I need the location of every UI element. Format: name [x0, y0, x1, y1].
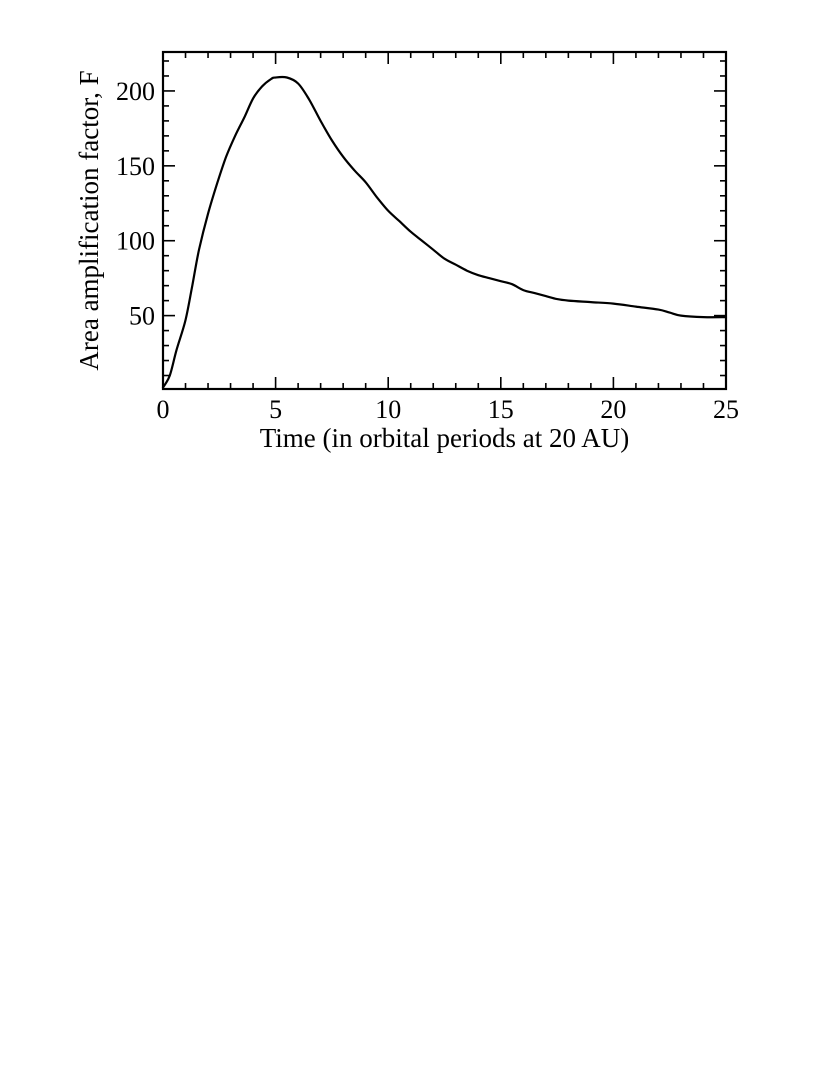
y-tick-label: 100: [116, 227, 155, 256]
x-tick-label: 20: [600, 395, 626, 424]
y-tick-label: 50: [129, 302, 155, 331]
x-tick-label: 0: [157, 395, 170, 424]
x-tick-label: 10: [375, 395, 401, 424]
y-tick-label: 200: [116, 77, 155, 106]
tick-marks: [162, 52, 727, 389]
series-line: [161, 75, 728, 389]
x-tick-label: 5: [269, 395, 282, 424]
x-tick-label: 15: [488, 395, 514, 424]
y-tick-label: 150: [116, 152, 155, 181]
tick-labels: 0 5 10 15 20 25 50 100 150 200: [116, 77, 739, 424]
x-axis-label: Time (in orbital periods at 20 AU): [260, 423, 629, 453]
plot-frame: [161, 50, 728, 391]
x-tick-label: 25: [713, 395, 739, 424]
y-axis-label: Area amplification factor, F: [74, 70, 104, 370]
